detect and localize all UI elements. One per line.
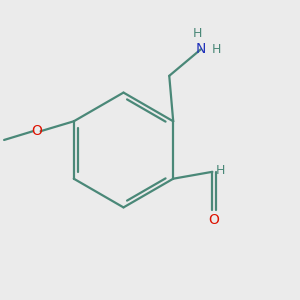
- Text: H: H: [212, 44, 221, 56]
- Text: O: O: [32, 124, 42, 138]
- Text: H: H: [192, 28, 202, 40]
- Text: O: O: [208, 213, 219, 227]
- Text: N: N: [196, 42, 206, 56]
- Text: H: H: [215, 164, 225, 177]
